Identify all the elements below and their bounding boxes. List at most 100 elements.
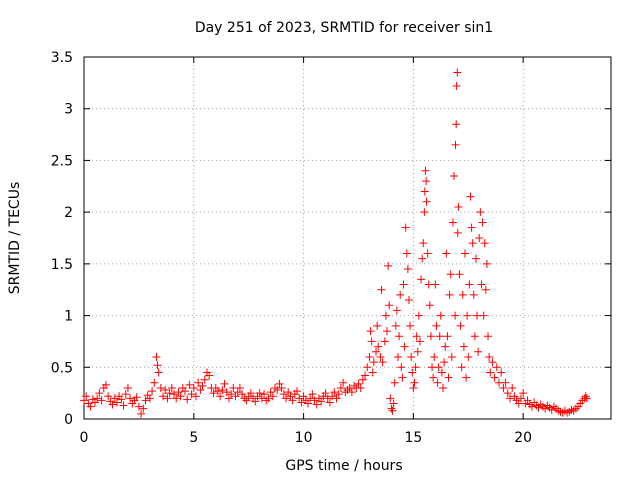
data-point	[224, 394, 233, 403]
data-point	[174, 388, 183, 397]
data-point	[119, 401, 128, 410]
data-point	[508, 383, 517, 392]
data-point	[93, 394, 102, 403]
data-point	[312, 400, 321, 409]
data-point	[453, 228, 462, 237]
x-tick-label: 20	[514, 430, 532, 446]
data-point	[112, 398, 121, 407]
grid-layer	[84, 57, 611, 419]
data-point	[431, 280, 440, 289]
y-axis-label: SRMTID / TECUs	[7, 182, 23, 295]
data-point	[97, 396, 106, 405]
data-point	[191, 392, 200, 401]
ticks-layer: 0 5 10 15 20 0 0.5 1 1.5 2 2.5 3 3.5	[51, 50, 611, 446]
data-point	[383, 327, 392, 336]
data-point	[121, 390, 130, 399]
data-point	[488, 358, 497, 367]
data-point	[492, 363, 501, 372]
data-point	[246, 389, 255, 398]
data-point	[368, 368, 377, 377]
data-point	[153, 361, 162, 370]
data-point	[90, 398, 99, 407]
data-point	[485, 352, 494, 361]
data-point	[446, 270, 455, 279]
data-point	[455, 270, 464, 279]
data-point	[255, 389, 264, 398]
y-tick-label: 1	[64, 309, 73, 325]
data-point	[189, 383, 198, 392]
data-point	[479, 311, 488, 320]
data-point	[262, 396, 271, 405]
data-point	[582, 394, 591, 403]
x-axis-label: GPS time / hours	[285, 458, 402, 474]
data-point	[525, 400, 534, 409]
data-point	[454, 202, 463, 211]
data-point	[519, 389, 528, 398]
data-point	[388, 406, 397, 415]
data-point	[117, 395, 126, 404]
data-point	[288, 396, 297, 405]
data-point	[391, 321, 400, 330]
data-point	[273, 386, 282, 395]
data-point	[474, 347, 483, 356]
data-point	[233, 388, 242, 397]
data-point	[108, 400, 117, 409]
data-point	[170, 390, 179, 399]
data-point	[409, 383, 418, 392]
scatter-marks	[80, 68, 591, 418]
data-point	[486, 368, 495, 377]
data-point	[381, 311, 390, 320]
data-point	[145, 394, 154, 403]
data-point	[469, 290, 478, 299]
y-tick-label: 3.5	[51, 50, 73, 66]
data-point	[150, 378, 159, 387]
data-point	[95, 389, 104, 398]
data-point	[499, 383, 508, 392]
data-point	[403, 265, 412, 274]
x-tick-label: 10	[295, 430, 313, 446]
data-point	[419, 239, 428, 248]
data-point	[235, 383, 244, 392]
data-point	[478, 218, 487, 227]
data-point	[480, 239, 489, 248]
data-point	[363, 363, 372, 372]
data-point	[299, 392, 308, 401]
data-point	[141, 396, 150, 405]
data-point	[441, 342, 450, 351]
data-point	[264, 394, 273, 403]
data-point	[86, 402, 95, 411]
data-point	[432, 321, 441, 330]
data-point	[220, 379, 229, 388]
data-point	[101, 380, 110, 389]
y-tick-label: 0.5	[51, 360, 73, 376]
data-point	[279, 390, 288, 399]
data-point	[260, 390, 269, 399]
data-point	[545, 403, 554, 412]
data-point	[444, 373, 453, 382]
data-point	[439, 383, 448, 392]
data-point	[268, 392, 277, 401]
data-point	[156, 383, 165, 392]
data-point	[205, 371, 214, 380]
data-point	[308, 390, 317, 399]
data-point	[384, 261, 393, 270]
data-point	[376, 352, 385, 361]
data-point	[183, 395, 192, 404]
data-point	[275, 379, 284, 388]
data-point	[185, 380, 194, 389]
data-point	[392, 306, 401, 315]
data-point	[451, 311, 460, 320]
data-point	[402, 249, 411, 258]
data-point	[471, 254, 480, 263]
data-point	[442, 249, 451, 258]
data-point	[387, 404, 396, 413]
data-point	[406, 321, 415, 330]
data-point	[452, 120, 461, 129]
data-point	[415, 337, 424, 346]
data-point	[367, 337, 376, 346]
data-point	[159, 392, 168, 401]
data-point	[332, 394, 341, 403]
data-point	[303, 399, 312, 408]
data-point	[390, 378, 399, 387]
data-point	[398, 373, 407, 382]
